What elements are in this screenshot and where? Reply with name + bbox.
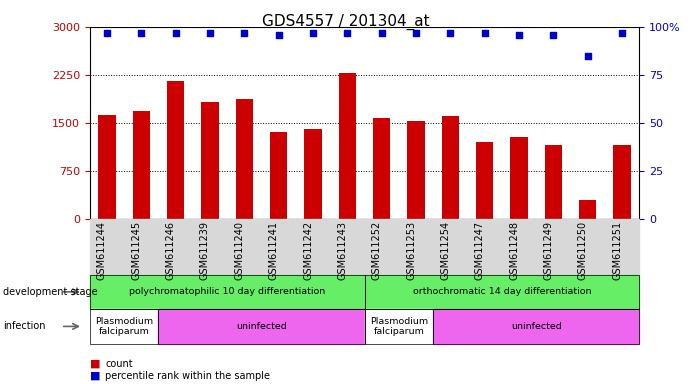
Text: GSM611248: GSM611248 xyxy=(509,221,519,280)
Text: GSM611239: GSM611239 xyxy=(200,221,210,280)
Point xyxy=(136,30,147,36)
Text: GSM611244: GSM611244 xyxy=(97,221,107,280)
Bar xyxy=(545,145,562,219)
Text: GDS4557 / 201304_at: GDS4557 / 201304_at xyxy=(262,13,429,30)
Bar xyxy=(476,142,493,219)
Point xyxy=(342,30,353,36)
Point xyxy=(445,30,456,36)
Text: GSM611251: GSM611251 xyxy=(612,221,622,280)
Text: GSM611250: GSM611250 xyxy=(578,221,587,280)
Point xyxy=(548,31,559,38)
Bar xyxy=(339,73,356,219)
Point xyxy=(102,30,113,36)
Bar xyxy=(442,116,459,219)
Text: uninfected: uninfected xyxy=(511,322,562,331)
Text: orthochromatic 14 day differentiation: orthochromatic 14 day differentiation xyxy=(413,287,591,296)
Bar xyxy=(373,118,390,219)
Text: Plasmodium
falciparum: Plasmodium falciparum xyxy=(370,317,428,336)
Point xyxy=(616,30,627,36)
Bar xyxy=(579,200,596,219)
Point xyxy=(410,30,422,36)
Text: GSM611243: GSM611243 xyxy=(337,221,348,280)
Bar xyxy=(133,111,150,219)
Text: percentile rank within the sample: percentile rank within the sample xyxy=(105,371,270,381)
Text: infection: infection xyxy=(3,321,46,331)
Point xyxy=(307,30,319,36)
Point xyxy=(239,30,250,36)
Text: GSM611245: GSM611245 xyxy=(131,221,142,280)
Point xyxy=(170,30,181,36)
Text: GSM611240: GSM611240 xyxy=(234,221,245,280)
Point xyxy=(273,31,284,38)
Text: GSM611254: GSM611254 xyxy=(440,221,451,280)
Text: GSM611246: GSM611246 xyxy=(166,221,176,280)
Text: ■: ■ xyxy=(90,359,100,369)
Bar xyxy=(270,132,287,219)
Point xyxy=(582,53,593,59)
Text: GSM611242: GSM611242 xyxy=(303,221,313,280)
Bar xyxy=(98,115,115,219)
Text: GSM611249: GSM611249 xyxy=(543,221,553,280)
Text: uninfected: uninfected xyxy=(236,322,287,331)
Text: development stage: development stage xyxy=(3,287,98,297)
Bar xyxy=(167,81,184,219)
Bar xyxy=(408,121,424,219)
Text: GSM611252: GSM611252 xyxy=(372,221,381,280)
Text: count: count xyxy=(105,359,133,369)
Bar xyxy=(305,129,321,219)
Text: GSM611253: GSM611253 xyxy=(406,221,416,280)
Text: GSM611241: GSM611241 xyxy=(269,221,278,280)
Point xyxy=(479,30,490,36)
Bar xyxy=(614,145,631,219)
Point xyxy=(376,30,387,36)
Bar xyxy=(201,102,218,219)
Point xyxy=(205,30,216,36)
Bar xyxy=(236,99,253,219)
Text: Plasmodium
falciparum: Plasmodium falciparum xyxy=(95,317,153,336)
Point xyxy=(513,31,524,38)
Text: GSM611247: GSM611247 xyxy=(475,221,484,280)
Text: polychromatophilic 10 day differentiation: polychromatophilic 10 day differentiatio… xyxy=(129,287,325,296)
Bar xyxy=(511,137,528,219)
Text: ■: ■ xyxy=(90,371,100,381)
